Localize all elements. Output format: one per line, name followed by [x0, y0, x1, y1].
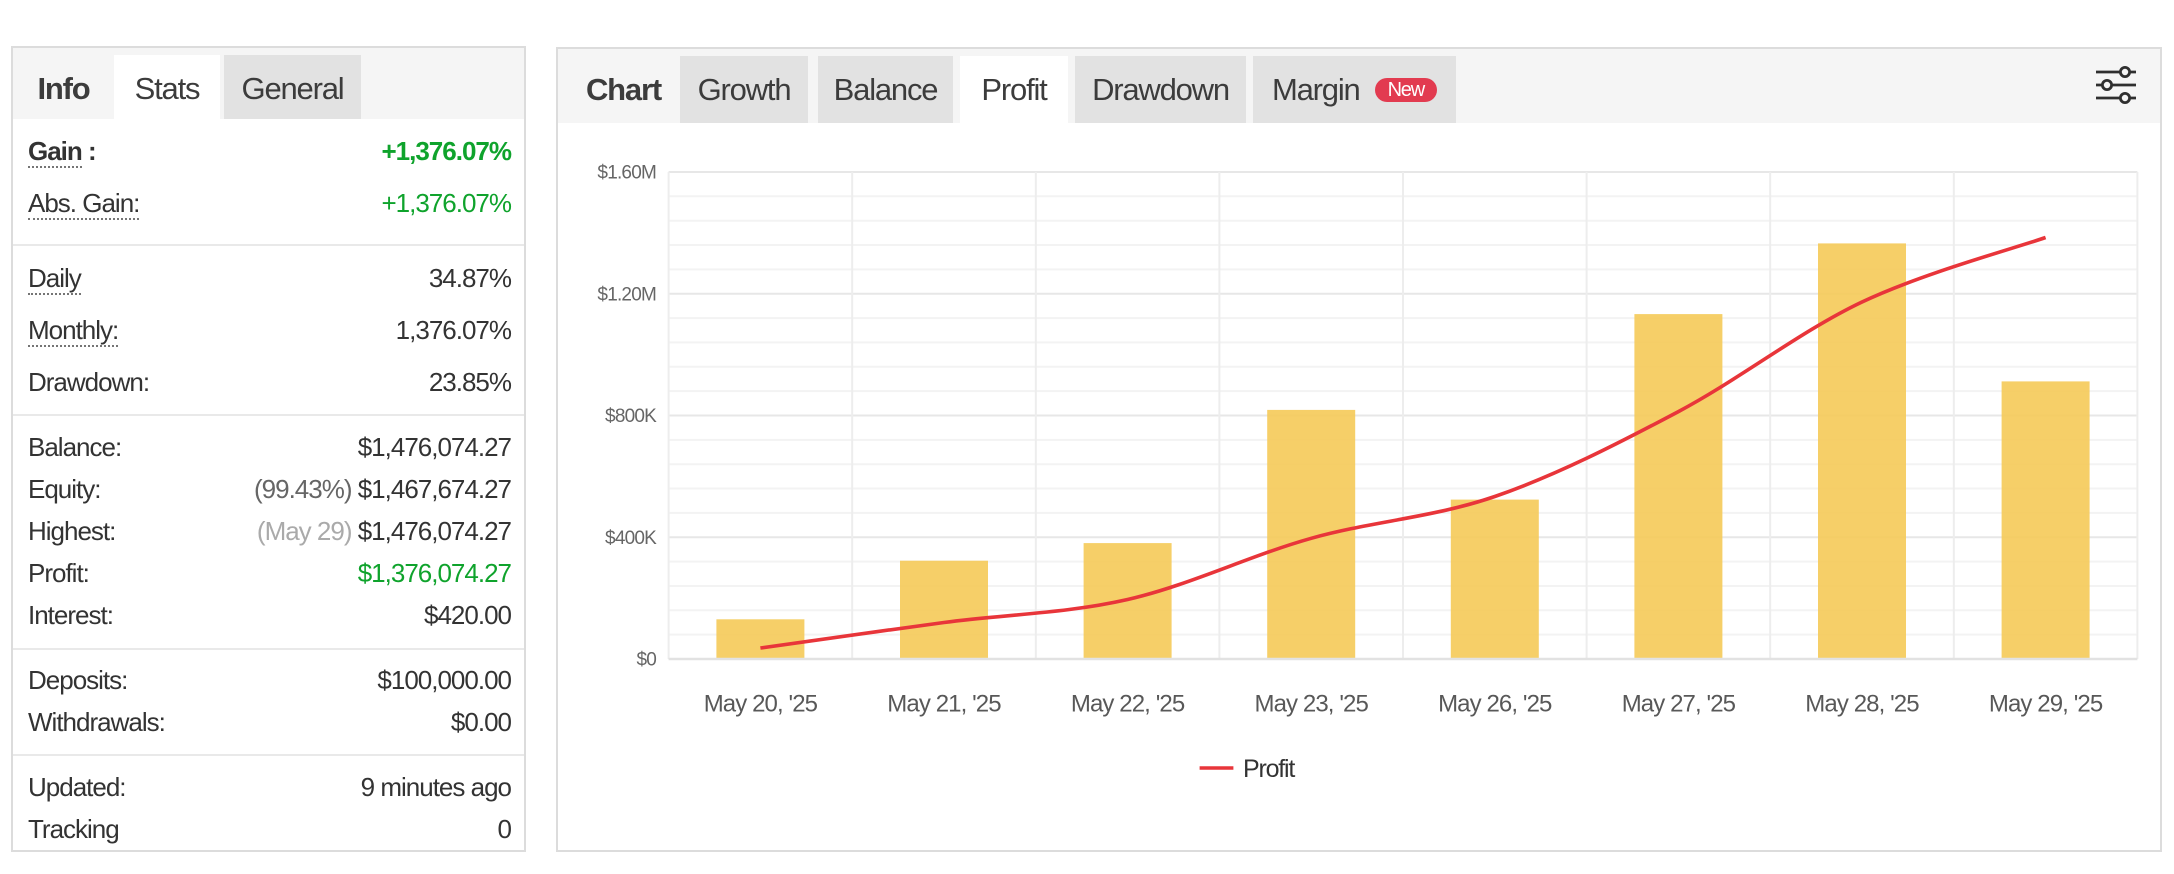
- svg-text:$800K: $800K: [605, 406, 657, 427]
- svg-text:May 26, '25: May 26, '25: [1438, 690, 1552, 717]
- svg-text:$1.20M: $1.20M: [597, 284, 656, 305]
- svg-text:$0: $0: [636, 650, 656, 671]
- svg-text:May 21, '25: May 21, '25: [887, 690, 1001, 717]
- svg-text:May 22, '25: May 22, '25: [1071, 690, 1185, 717]
- svg-text:May 28, '25: May 28, '25: [1805, 690, 1919, 717]
- svg-text:May 20, '25: May 20, '25: [704, 690, 818, 717]
- svg-text:May 29, '25: May 29, '25: [1989, 690, 2103, 717]
- svg-text:May 27, '25: May 27, '25: [1622, 690, 1736, 717]
- svg-text:$400K: $400K: [605, 528, 657, 549]
- svg-text:Profit: Profit: [1243, 755, 1295, 783]
- svg-text:$1.60M: $1.60M: [597, 163, 656, 184]
- svg-text:May 23, '25: May 23, '25: [1254, 690, 1368, 717]
